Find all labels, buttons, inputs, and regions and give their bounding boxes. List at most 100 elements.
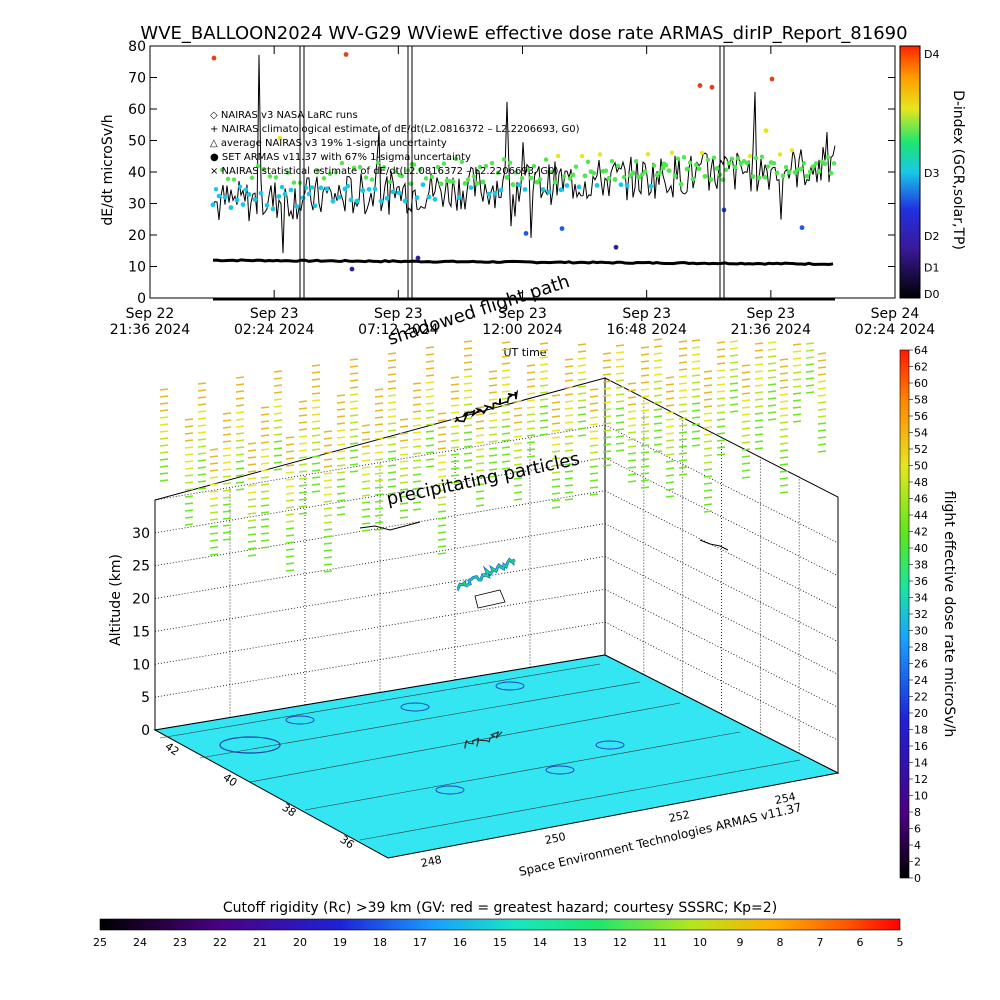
- dose-profile-dash: [539, 356, 549, 359]
- dose-profile-dash: [349, 470, 359, 473]
- nairas-dot: [690, 176, 696, 182]
- nairas-dot: [486, 191, 492, 197]
- dose-profile-dash: [817, 373, 827, 376]
- dose-profile-dash: [450, 467, 460, 470]
- dose-profile-dash: [349, 400, 359, 403]
- dose-profile-dash: [564, 498, 574, 501]
- dose-profile-dash: [197, 382, 207, 385]
- nairas-dot: [684, 166, 690, 172]
- dose-profile-dash: [716, 355, 726, 358]
- dose-profile-dash: [197, 424, 207, 427]
- dose-profile-dash: [779, 386, 789, 389]
- dose-profile-dash: [374, 472, 384, 475]
- dose-profile-dash: [361, 452, 371, 455]
- map-feature: [545, 765, 575, 775]
- dose-profile-dash: [805, 391, 815, 394]
- dose-profile-dash: [387, 485, 397, 488]
- dose-profile-dash: [311, 420, 321, 423]
- dose-profile-dash: [399, 439, 409, 442]
- dose-profile-dash: [501, 467, 511, 470]
- nairas-dot: [255, 163, 261, 169]
- dose-profile-dash: [247, 547, 257, 550]
- nairas-dot: [462, 180, 468, 186]
- dose-profile-dash: [475, 420, 485, 423]
- nairas-dot: [528, 175, 534, 181]
- dose-profile-dash: [741, 420, 751, 423]
- colorbar-tick-label: 30: [914, 625, 928, 638]
- dose-profile-dash: [589, 493, 599, 496]
- dose-profile-dash: [463, 389, 473, 392]
- y-tick-label: 60: [128, 102, 146, 118]
- dose-profile-dash: [374, 437, 384, 440]
- dose-profile-dash: [501, 348, 511, 351]
- dose-profile-dash: [197, 389, 207, 392]
- dose-profile-dash: [602, 408, 612, 411]
- dose-profile-dash: [729, 396, 739, 399]
- dose-profile-dash: [209, 483, 219, 486]
- dose-profile-dash: [716, 390, 726, 393]
- dose-profile-dash: [450, 481, 460, 484]
- dose-profile-dash: [387, 464, 397, 467]
- nairas-dot: [747, 153, 753, 159]
- nairas-dot: [237, 184, 243, 189]
- dose-profile-dash: [817, 394, 827, 397]
- dose-profile-dash: [247, 526, 257, 529]
- back-wall-gridline: [154, 424, 606, 501]
- dose-profile-dash: [729, 354, 739, 357]
- cutoff-tick: 21: [253, 936, 267, 949]
- nairas-dot: [654, 172, 660, 178]
- nairas-dot: [231, 177, 237, 182]
- dose-profile-dash: [311, 490, 321, 493]
- dose-profile-dash: [260, 406, 270, 409]
- dose-profile-dash: [298, 491, 308, 494]
- ground-track: [464, 731, 503, 749]
- dose-profile-dash: [450, 397, 460, 400]
- dose-profile-dash: [653, 443, 663, 446]
- dose-profile-dash: [691, 346, 701, 349]
- dose-profile-dash: [285, 499, 295, 502]
- dose-profile-dash: [412, 466, 422, 469]
- dose-profile-dash: [184, 509, 194, 512]
- dose-profile-dash: [450, 439, 460, 442]
- nairas-dot: [711, 155, 717, 160]
- nairas-dot: [429, 174, 435, 180]
- colorbar-tick-label: 44: [914, 509, 928, 522]
- dose-profile-dash: [703, 405, 713, 408]
- dose-profile-dash: [513, 407, 523, 410]
- dose-profile-dash: [589, 479, 599, 482]
- dose-profile-dash: [260, 518, 270, 521]
- dose-profile-dash: [615, 428, 625, 431]
- dose-profile-dash: [488, 426, 498, 429]
- nairas-dot: [276, 194, 282, 199]
- dose-profile-dash: [159, 423, 169, 426]
- dose-profile-dash: [501, 439, 511, 442]
- nairas-dot: [381, 164, 387, 170]
- dose-profile-dash: [463, 445, 473, 448]
- dose-profile-dash: [577, 385, 587, 388]
- nairas-dot: [708, 177, 714, 182]
- dose-profile-dash: [336, 513, 346, 516]
- dose-profile-dash: [577, 357, 587, 360]
- dose-profile-dash: [703, 468, 713, 471]
- dose-profile-dash: [412, 431, 422, 434]
- dose-profile-dash: [159, 479, 169, 482]
- dose-profile-dash: [817, 443, 827, 446]
- dose-profile-dash: [627, 473, 637, 476]
- dose-profile-dash: [425, 458, 435, 461]
- dose-profile-dash: [640, 409, 650, 412]
- colorbar-tick-label: 16: [914, 740, 928, 753]
- x-tick-time: 02:24 2024: [234, 322, 315, 338]
- outlier-dot: [613, 244, 619, 250]
- cutoff-tick: 24: [133, 936, 147, 949]
- dose-profile-dash: [653, 345, 663, 348]
- dose-profile-dash: [703, 426, 713, 429]
- dose-profile-dash: [665, 453, 675, 456]
- dose-profile-dash: [615, 386, 625, 389]
- dose-profile-dash: [311, 448, 321, 451]
- nairas-dot: [471, 174, 477, 179]
- dose-profile-dash: [260, 546, 270, 549]
- dose-profile-dash: [260, 532, 270, 535]
- nairas-dot: [615, 163, 621, 168]
- dose-profile-dash: [501, 453, 511, 456]
- nairas-dot: [501, 157, 507, 162]
